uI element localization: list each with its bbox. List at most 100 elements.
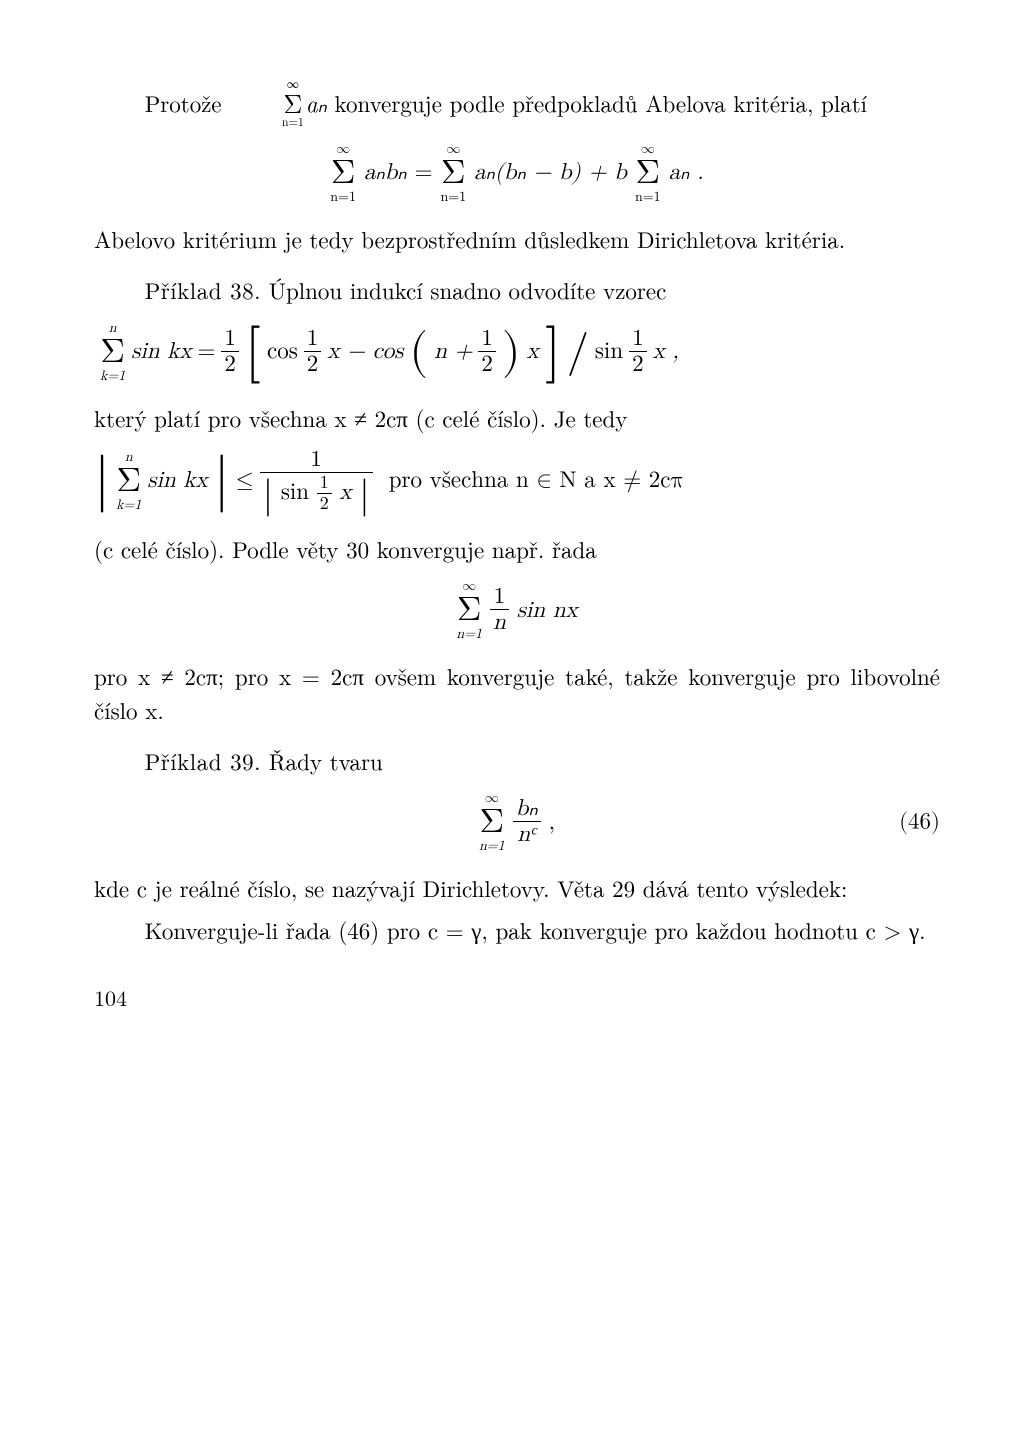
sigma-icon: Σ <box>331 156 356 190</box>
eq2-half4: 1 2 <box>629 327 647 377</box>
eq1-end: . <box>697 156 703 189</box>
ineq-le: ≤ <box>236 464 254 497</box>
abs-left-icon: | <box>263 477 274 515</box>
eq1-s2-top: ∞ <box>440 142 466 156</box>
p1-sum-bot: n=1 <box>231 116 304 128</box>
eq3-s-bot: n=1 <box>456 627 482 641</box>
eq2-half3-den: 2 <box>478 351 496 377</box>
ex39-title: Příklad 39. <box>145 744 261 777</box>
equation-number: (46) <box>899 806 940 839</box>
inequality: | n Σ k=1 sin kx | ≤ 1 | sin 1 2 x | pro… <box>94 448 940 514</box>
ineq-x: x <box>332 481 352 504</box>
para-3a: který platí pro všechna x ≠ 2cπ (c celé … <box>94 401 940 434</box>
ineq-frac: 1 | sin 1 2 x | <box>260 448 373 514</box>
ineq-sin: sin <box>281 481 317 504</box>
ineq-sum: n Σ k=1 <box>116 450 141 512</box>
eq3-body: sin nx <box>517 594 578 627</box>
eq2-nplus: n + <box>434 335 472 368</box>
para-2: Abelovo kritérium je tedy bezprostředním… <box>94 222 940 255</box>
ineq-frac-den: | sin 1 2 x | <box>260 472 373 514</box>
eq1-sum1: ∞ Σ n=1 <box>330 142 356 204</box>
sigma-icon: Σ <box>100 335 125 369</box>
p1-pre: Protože <box>145 86 230 119</box>
eq3-frac-den: n <box>490 609 509 635</box>
eq1-sum3: ∞ Σ n=1 <box>635 142 661 204</box>
p1-sum-body: aₙ <box>306 86 327 119</box>
ineq-s-top: n <box>116 450 141 464</box>
eq2-cos1c: x − cos <box>327 335 403 368</box>
eq4-tail: , <box>549 806 555 839</box>
eq1-s1-body: aₙbₙ <box>364 156 407 189</box>
ex38-text: Úplnou indukcí snadno odvodíte vzorec <box>261 273 666 306</box>
eq1-s3-body: aₙ <box>669 156 690 189</box>
eq1-s3-bot: n=1 <box>635 190 661 204</box>
eq4-s-top: ∞ <box>479 791 505 805</box>
eq1-eq: = <box>415 156 433 189</box>
equation-3: ∞ Σ n=1 1 n sin nx <box>94 579 940 641</box>
eq2-half4-num: 1 <box>629 327 647 351</box>
para-6: Konverguje-li řada (46) pro c = γ, pak k… <box>94 913 940 946</box>
ex38-title: Příklad 38. <box>145 273 261 306</box>
equation-4: ∞ Σ n=1 bₙ nᶜ , (46) <box>94 791 940 853</box>
p1-post: konverguje podle předpokladů Abelova kri… <box>327 86 867 119</box>
sigma-icon: Σ <box>441 156 466 190</box>
eq3-sum: ∞ Σ n=1 <box>456 579 482 641</box>
eq3-frac: 1 n <box>490 585 509 635</box>
para-5: kde c je reálné číslo, se nazývají Diric… <box>94 871 940 904</box>
eq2-half3: 1 2 <box>478 327 496 377</box>
eq2-cos1a: cos <box>267 335 298 368</box>
ineq-s-bot: k=1 <box>116 498 141 512</box>
sigma-icon: Σ <box>636 156 661 190</box>
eq2-half4-den: 2 <box>629 351 647 377</box>
ineq-half-den: 2 <box>317 493 332 514</box>
p1-sum: ∞ Σ n=1 <box>231 78 304 128</box>
ineq-frac-num: 1 <box>260 448 373 472</box>
sigma-icon: Σ <box>116 464 141 498</box>
eq4-frac: bₙ nᶜ <box>513 797 541 847</box>
eq1-s1-bot: n=1 <box>330 190 356 204</box>
eq2-s-bot: k=1 <box>100 369 125 383</box>
eq2-half3-num: 1 <box>478 327 496 351</box>
eq4-s-bot: n=1 <box>479 839 505 853</box>
para-3b: (c celé číslo). Podle věty 30 konverguje… <box>94 532 940 565</box>
eq2-cos1b-num: 1 <box>304 327 322 351</box>
eq1-s2-body: aₙ(bₙ − b) <box>474 156 580 189</box>
eq3-s-top: ∞ <box>456 579 482 593</box>
eq2-half1-num: 1 <box>221 327 239 351</box>
sigma-icon: Σ <box>480 805 505 839</box>
eq2-half1: 1 2 <box>221 327 239 377</box>
eq2-sum: n Σ k=1 <box>100 321 125 383</box>
ineq-half-num: 1 <box>317 474 332 493</box>
ex39-text: Řady tvaru <box>261 744 383 777</box>
ineq-s-body: sin kx <box>147 464 207 497</box>
eq2-cos1b-den: 2 <box>304 351 322 377</box>
abs-right-icon: | <box>359 477 370 515</box>
eq4-frac-den: nᶜ <box>513 821 541 847</box>
example-39: Příklad 39. Řady tvaru <box>94 744 940 777</box>
eq1-plus: + b <box>589 156 627 189</box>
equation-2: n Σ k=1 sin kx = 1 2 [ cos 1 2 x − cos (… <box>94 321 940 383</box>
eq3-frac-num: 1 <box>490 585 509 609</box>
eq2-eq: = <box>197 335 215 368</box>
eq2-x2: x , <box>653 335 679 368</box>
eq4-sum: ∞ Σ n=1 <box>479 791 505 853</box>
eq2-s-top: n <box>100 321 125 335</box>
ineq-tail: pro všechna n ∈ N a x ≠ 2cπ <box>389 464 684 497</box>
eq1-sum2: ∞ Σ n=1 <box>440 142 466 204</box>
eq2-sin: sin <box>595 335 623 368</box>
equation-1: ∞ Σ n=1 aₙbₙ = ∞ Σ n=1 aₙ(bₙ − b) + b ∞ … <box>94 142 940 204</box>
eq4-frac-num: bₙ <box>513 797 541 821</box>
page-number: 104 <box>94 982 940 1014</box>
para-4: pro x ≠ 2cπ; pro x = 2cπ ovšem konverguj… <box>94 659 940 726</box>
eq1-s2-bot: n=1 <box>440 190 466 204</box>
ineq-half: 1 2 <box>317 474 332 514</box>
eq2-s-body: sin kx <box>131 335 191 368</box>
eq2-half2: 1 2 <box>304 327 322 377</box>
eq1-s3-top: ∞ <box>635 142 661 156</box>
sigma-icon: Σ <box>457 593 482 627</box>
eq1-s1-top: ∞ <box>330 142 356 156</box>
para-1: Protože ∞ Σ n=1 aₙ konverguje podle před… <box>94 78 940 128</box>
eq2-half1-den: 2 <box>221 351 239 377</box>
example-38: Příklad 38. Úplnou indukcí snadno odvodí… <box>94 273 940 306</box>
eq2-x: x <box>527 335 539 368</box>
